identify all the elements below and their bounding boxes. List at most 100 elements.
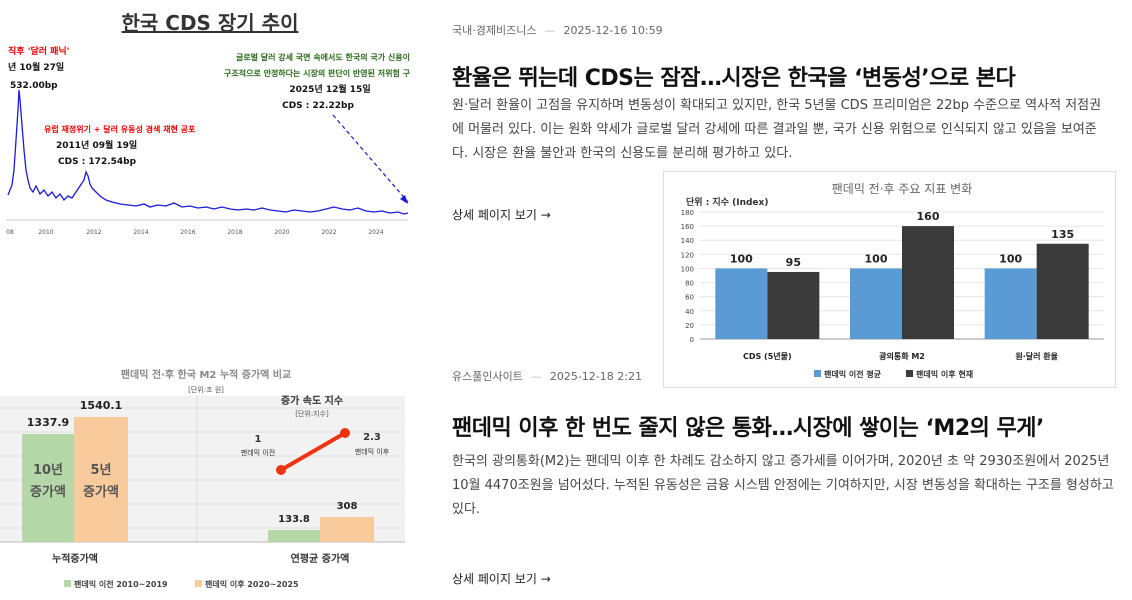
index-y-tick: 120 — [681, 251, 694, 259]
index-legend-swatch — [814, 370, 821, 377]
cds-x-tick: 08 — [6, 229, 14, 236]
article-1-meta: 국내·경제비즈니스 — 2025-12-16 10:59 — [452, 22, 663, 38]
index-legend-label: 팬데믹 이후 현재 — [916, 369, 973, 379]
m2-bar-before — [22, 434, 74, 542]
m2-legend-before: 팬데믹 이전 2010~2019 — [74, 579, 168, 589]
speed-after-value: 2.3 — [363, 432, 381, 443]
article-2-source: 유스풀인사이트 — [452, 370, 523, 383]
cds-x-tick: 2022 — [321, 229, 336, 236]
index-y-tick: 180 — [681, 209, 694, 217]
index-y-tick: 140 — [681, 237, 694, 245]
index-bar-value: 100 — [865, 252, 888, 265]
cds-x-tick: 2018 — [227, 229, 242, 236]
index-x-label: CDS (5년물) — [743, 351, 792, 361]
speed-point-before — [276, 465, 286, 475]
m2-bar-before-label-1: 10년 — [33, 463, 63, 478]
m2-bar-after-label-1: 5년 — [90, 463, 111, 478]
meta-separator: — — [530, 369, 542, 383]
index-chart-title: 팬데믹 전·후 주요 지표 변화 — [832, 182, 973, 196]
cds-current-date: 2025년 12월 15일 — [289, 83, 370, 95]
m2-cat-left: 누적증가액 — [52, 552, 98, 565]
index-bar — [1036, 243, 1089, 339]
index-x-label: 광의통화 M2 — [879, 351, 925, 361]
cds-note-top-left: 직후 '달러 패닉' — [8, 45, 69, 57]
m2-cat-right: 연평균 증가액 — [291, 552, 350, 565]
m2-chart-title: 팬데믹 전·후 한국 M2 누적 증가액 비교 — [121, 368, 291, 381]
m2-legend-after: 팬데믹 이후 2020~2025 — [205, 579, 299, 589]
index-y-tick: 0 — [690, 336, 694, 344]
index-y-tick: 60 — [685, 294, 694, 302]
m2-legend-swatch-before — [64, 580, 71, 587]
article-1-more-link[interactable]: 상세 페이지 보기 → — [452, 208, 551, 222]
cds-x-tick: 2024 — [368, 229, 383, 236]
index-bar — [715, 268, 768, 339]
index-chart-card: 팬데믹 전·후 주요 지표 변화 단위 : 지수 (Index) 0 20 40 60… — [663, 171, 1116, 388]
index-legend-label: 팬데믹 이전 평균 — [824, 369, 882, 379]
cds-chart-title: 한국 CDS 장기 추이 — [122, 11, 299, 35]
index-bar — [850, 268, 902, 339]
cds-current-value: CDS : 22.22bp — [282, 101, 354, 111]
speed-index-unit: [단위:지수] — [295, 409, 329, 418]
m2-bar-before-label-2: 증가액 — [30, 485, 66, 500]
cds-mid-date: 2011년 09월 19일 — [56, 139, 137, 151]
cds-note-mid: 유럽 재정위기 + 달러 유동성 경색 재현 공포 — [44, 124, 196, 134]
index-bar-value: 100 — [730, 252, 753, 265]
speed-index-title: 증가 속도 지수 — [281, 394, 343, 407]
article-2-meta: 유스풀인사이트 — 2025-12-18 2:21 — [452, 368, 642, 384]
article-2-headline[interactable]: 팬데믹 이후 한 번도 줄지 않은 통화…시장에 쌓이는 ‘M2의 무게’ — [452, 416, 1044, 441]
article-1-date: 2025-12-16 10:59 — [563, 23, 663, 37]
index-bar — [767, 271, 820, 339]
cds-x-tick: 2010 — [38, 229, 53, 236]
index-y-tick: 40 — [685, 308, 694, 316]
index-bar — [902, 226, 954, 339]
index-bar-value: 100 — [999, 252, 1022, 265]
meta-separator: — — [544, 23, 556, 37]
cds-mid-value: CDS : 172.54bp — [58, 157, 137, 167]
cds-peak-value: 532.00bp — [10, 81, 58, 91]
index-bar — [984, 268, 1037, 339]
article-2-summary: 한국의 광의통화(M2)는 팬데믹 이후 한 차례도 감소하지 않고 증가세를 … — [452, 454, 1114, 517]
m2-annual-after-value: 308 — [337, 501, 358, 512]
article-1-source: 국내·경제비즈니스 — [452, 24, 537, 37]
index-legend-swatch — [906, 370, 913, 377]
m2-annual-bar-after — [320, 517, 374, 542]
speed-point-after — [340, 428, 350, 438]
m2-legend-swatch-after — [195, 580, 202, 587]
m2-bar-after-label-2: 증가액 — [83, 485, 119, 500]
m2-chart-image: 팬데믹 전·후 한국 M2 누적 증가액 비교 [단위:조 원] 1337.9 … — [0, 362, 412, 596]
cds-series-line — [7, 89, 409, 215]
speed-index-line — [279, 431, 347, 472]
index-chart-unit: 단위 : 지수 (Index) — [686, 196, 768, 208]
index-y-tick: 80 — [685, 280, 694, 288]
index-y-tick: 160 — [681, 223, 694, 231]
article-1-headline[interactable]: 환율은 뛰는데 CDS는 잠잠…시장은 한국을 ‘변동성’으로 본다 — [452, 66, 1016, 91]
index-bar-value: 95 — [786, 256, 801, 269]
index-x-label: 원·달러 환율 — [1015, 351, 1058, 361]
index-chart: 팬데믹 전·후 주요 지표 변화 단위 : 지수 (Index) 0 20 40 60… — [681, 182, 1104, 379]
index-y-tick: 20 — [685, 322, 694, 330]
cds-arrow-head — [400, 195, 408, 204]
cds-x-ticks: 08 2010 2012 2014 2016 2018 2020 2022 20… — [6, 229, 384, 236]
article-1-summary: 원·달러 환율이 고점을 유지하며 변동성이 확대되고 있지만, 한국 5년물 … — [452, 98, 1102, 161]
cds-x-tick: 2016 — [180, 229, 195, 236]
index-bar-value: 135 — [1051, 228, 1074, 241]
article-2-more-link[interactable]: 상세 페이지 보기 → — [452, 572, 551, 586]
index-y-tick: 100 — [681, 265, 694, 273]
cds-note-top-right-1: 글로벌 달러 강세 국면 속에서도 한국의 국가 신용이 — [236, 52, 410, 62]
speed-before-value: 1 — [255, 434, 262, 445]
m2-bar-after-value: 1540.1 — [80, 399, 122, 412]
cds-x-tick: 2014 — [133, 229, 148, 236]
m2-bar-after — [74, 417, 128, 542]
cds-x-tick: 2012 — [86, 229, 101, 236]
m2-annual-before-value: 133.8 — [278, 514, 310, 525]
m2-bar-before-value: 1337.9 — [27, 416, 69, 429]
speed-before-label: 팬데믹 이전 — [241, 448, 275, 457]
m2-annual-bar-before — [268, 530, 320, 542]
cds-chart-image: 한국 CDS 장기 추이 직후 '달러 패닉' 년 10월 27일 532.00… — [0, 0, 412, 262]
cds-x-tick: 2020 — [274, 229, 289, 236]
article-2-date: 2025-12-18 2:21 — [549, 369, 642, 383]
speed-after-label: 팬데믹 이후 — [355, 447, 390, 456]
cds-peak-date: 년 10월 27일 — [8, 61, 64, 73]
index-bar-value: 160 — [917, 210, 940, 223]
cds-note-top-right-2: 구조적으로 안정하다는 시장의 판단이 반영된 저위험 구 — [224, 68, 411, 78]
